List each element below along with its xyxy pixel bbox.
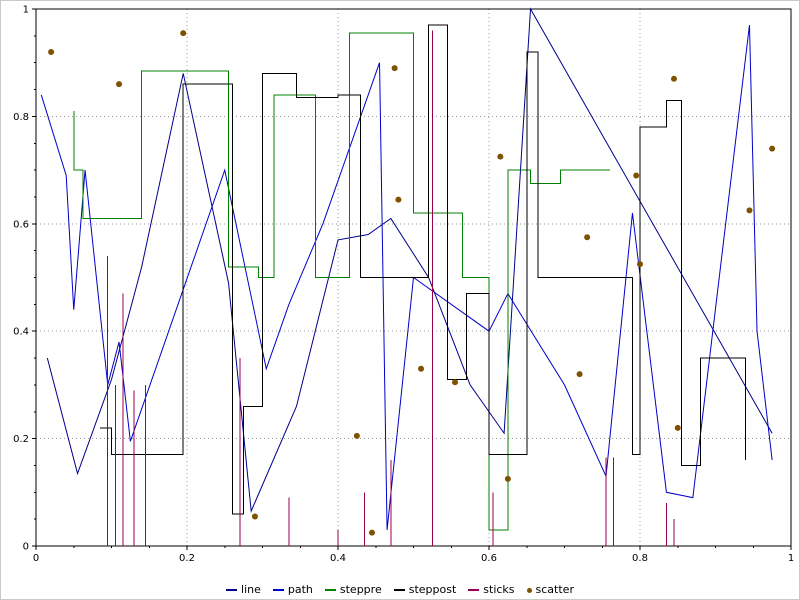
line-series-marker-icon (226, 589, 238, 591)
path-series-marker-icon (272, 589, 284, 591)
legend-item-scatter: scatter (526, 583, 574, 596)
legend-item-steppost: steppost (393, 583, 457, 596)
legend-label-steppost: steppost (408, 583, 457, 596)
scatter-series-point (116, 81, 123, 88)
scatter-series-point (353, 432, 360, 439)
x-tick-label: 0 (33, 553, 39, 564)
steppre-series (73, 32, 610, 531)
x-tick-label: 1 (788, 553, 794, 564)
steppre-series-marker-icon (324, 589, 336, 591)
legend-label-sticks: sticks (483, 583, 515, 596)
scatter-series-point (391, 65, 398, 72)
x-tick-label: 0.2 (179, 553, 195, 564)
legend-item-steppre: steppre (324, 583, 382, 596)
x-tick-label: 0.6 (481, 553, 497, 564)
scatter-series-point (576, 371, 583, 378)
y-tick-label: 0.6 (13, 219, 29, 230)
scatter-series-point (368, 529, 375, 536)
legend-label-scatter: scatter (535, 583, 574, 596)
sticks-series-marker-icon (468, 589, 480, 591)
legend-label-line: line (241, 583, 261, 596)
scatter-series-marker-icon (526, 587, 532, 593)
scatter-series-point (670, 75, 677, 82)
steppost-series-marker-icon (393, 589, 405, 591)
scatter-series-point (769, 145, 776, 152)
y-tick-label: 0.4 (13, 327, 29, 338)
legend: line path steppre steppost sticks scatte… (1, 584, 799, 596)
y-tick-label: 0 (23, 542, 29, 553)
x-tick-label: 0.8 (632, 553, 648, 564)
path-series (40, 25, 773, 530)
legend-item-line: line (226, 584, 261, 596)
scatter-series-point (180, 30, 187, 37)
y-tick-label: 1 (23, 5, 29, 16)
scatter-series-point (584, 234, 591, 241)
scatter-series-point (504, 475, 511, 482)
y-tick-label: 0.8 (13, 112, 29, 123)
scatter-series-point (746, 207, 753, 214)
sticks-series (107, 30, 675, 546)
scatter-series-point (674, 424, 681, 431)
scatter-series-point (637, 261, 643, 268)
scatter-series-point (497, 153, 504, 160)
scatter-series-point (395, 196, 402, 203)
x-tick-label: 0.4 (330, 553, 346, 564)
scatter-series-point (452, 379, 459, 386)
scatter-series-point (48, 48, 55, 55)
line-series (46, 7, 773, 514)
scatter-series-point (633, 172, 640, 179)
scatter-series-point (251, 513, 258, 520)
legend-label-path: path (287, 583, 313, 596)
legend-item-sticks: sticks (468, 583, 515, 596)
scatter-series-point (418, 365, 425, 372)
legend-label-steppre: steppre (339, 583, 382, 596)
legend-item-path: path (272, 583, 313, 596)
y-tick-label: 0.2 (13, 434, 29, 445)
